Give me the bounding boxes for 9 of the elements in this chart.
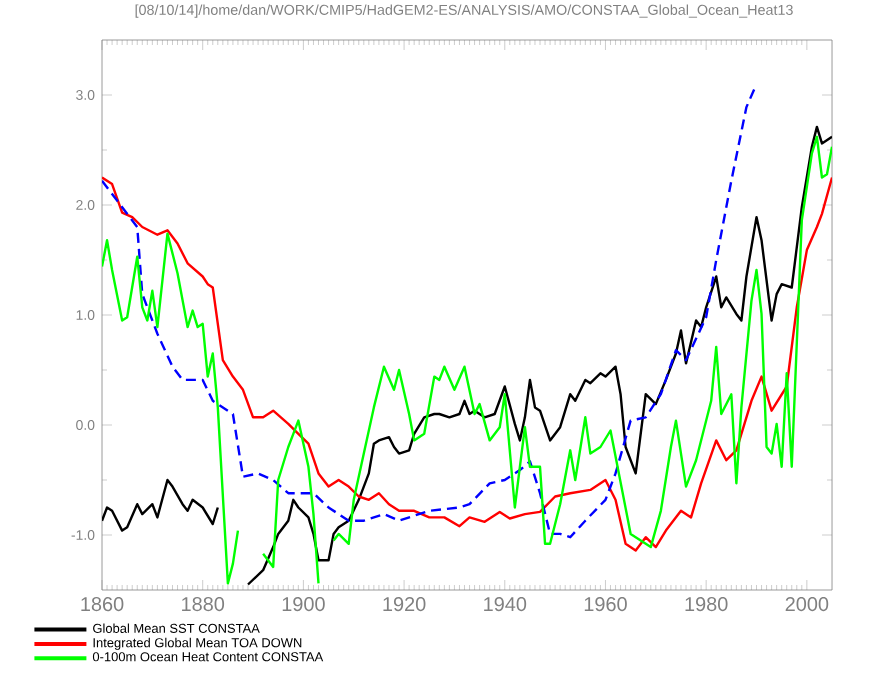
x-tick-label: 1940 <box>484 597 527 612</box>
x-tick-label: 1880 <box>182 597 225 612</box>
x-tick-label: 1860 <box>81 597 124 612</box>
x-tick-label: 1960 <box>584 597 627 612</box>
x-tick-label: 1920 <box>383 597 426 612</box>
x-tick-label: 1900 <box>282 597 325 612</box>
x-tick-label: 1980 <box>685 597 728 612</box>
x-tick-label: 2000 <box>785 597 829 612</box>
line-series <box>102 176 833 552</box>
